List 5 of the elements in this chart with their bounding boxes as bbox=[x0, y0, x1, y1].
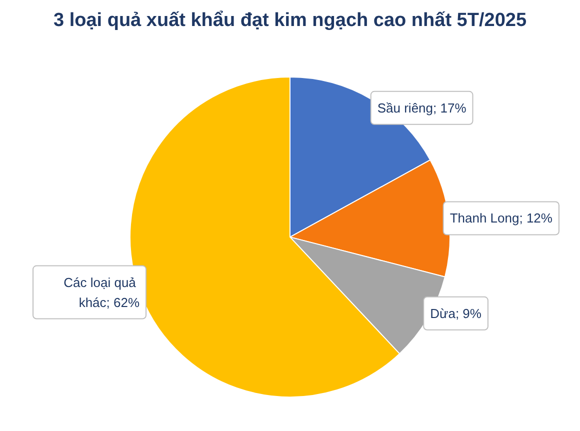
slice-label: Các loại quả khác; 62% bbox=[64, 274, 140, 310]
slice-label: Thanh Long; 12% bbox=[450, 210, 553, 226]
slice-label: Dừa; 9% bbox=[430, 306, 482, 321]
chart-title: 3 loại quả xuất khẩu đạt kim ngạch cao nhất 5T/2025 bbox=[53, 10, 527, 31]
slice-label: Sầu riêng; 17% bbox=[377, 100, 467, 116]
